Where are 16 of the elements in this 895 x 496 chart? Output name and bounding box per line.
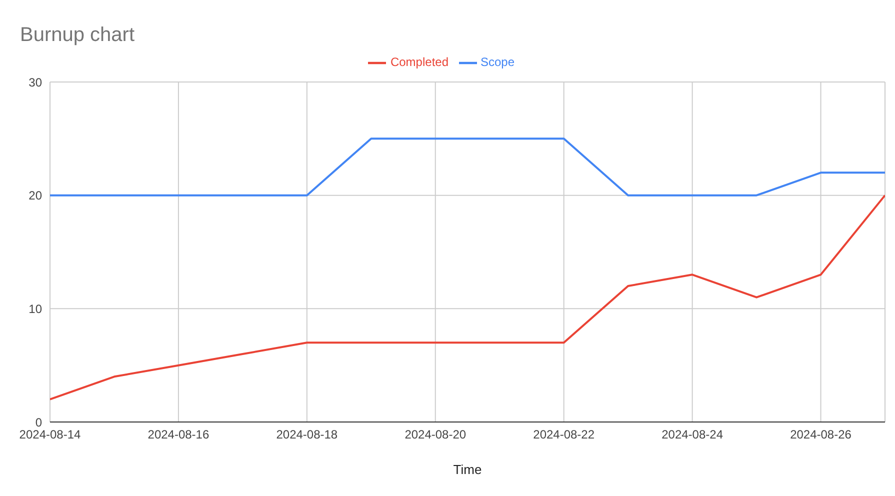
x-tick-label: 2024-08-26 (790, 428, 852, 442)
x-tick-label: 2024-08-18 (276, 428, 338, 442)
legend-label: Scope (480, 55, 515, 70)
line-series (50, 194, 885, 400)
x-tick-label: 2024-08-20 (404, 428, 466, 442)
x-axis-title: Time (453, 462, 482, 477)
x-tick-label: 2024-08-24 (662, 428, 724, 442)
x-tick-label: 2024-08-16 (148, 428, 210, 442)
x-tick-label: 2024-08-22 (533, 428, 595, 442)
legend-label: Completed (390, 55, 448, 70)
y-tick-label: 20 (28, 188, 42, 203)
y-tick-label: 10 (28, 302, 42, 316)
y-tick-label: 30 (28, 75, 42, 90)
chart-title: Burnup chart (20, 24, 135, 47)
x-tick-label: 2024-08-14 (19, 428, 82, 442)
y-tick-label: 0 (35, 415, 42, 430)
